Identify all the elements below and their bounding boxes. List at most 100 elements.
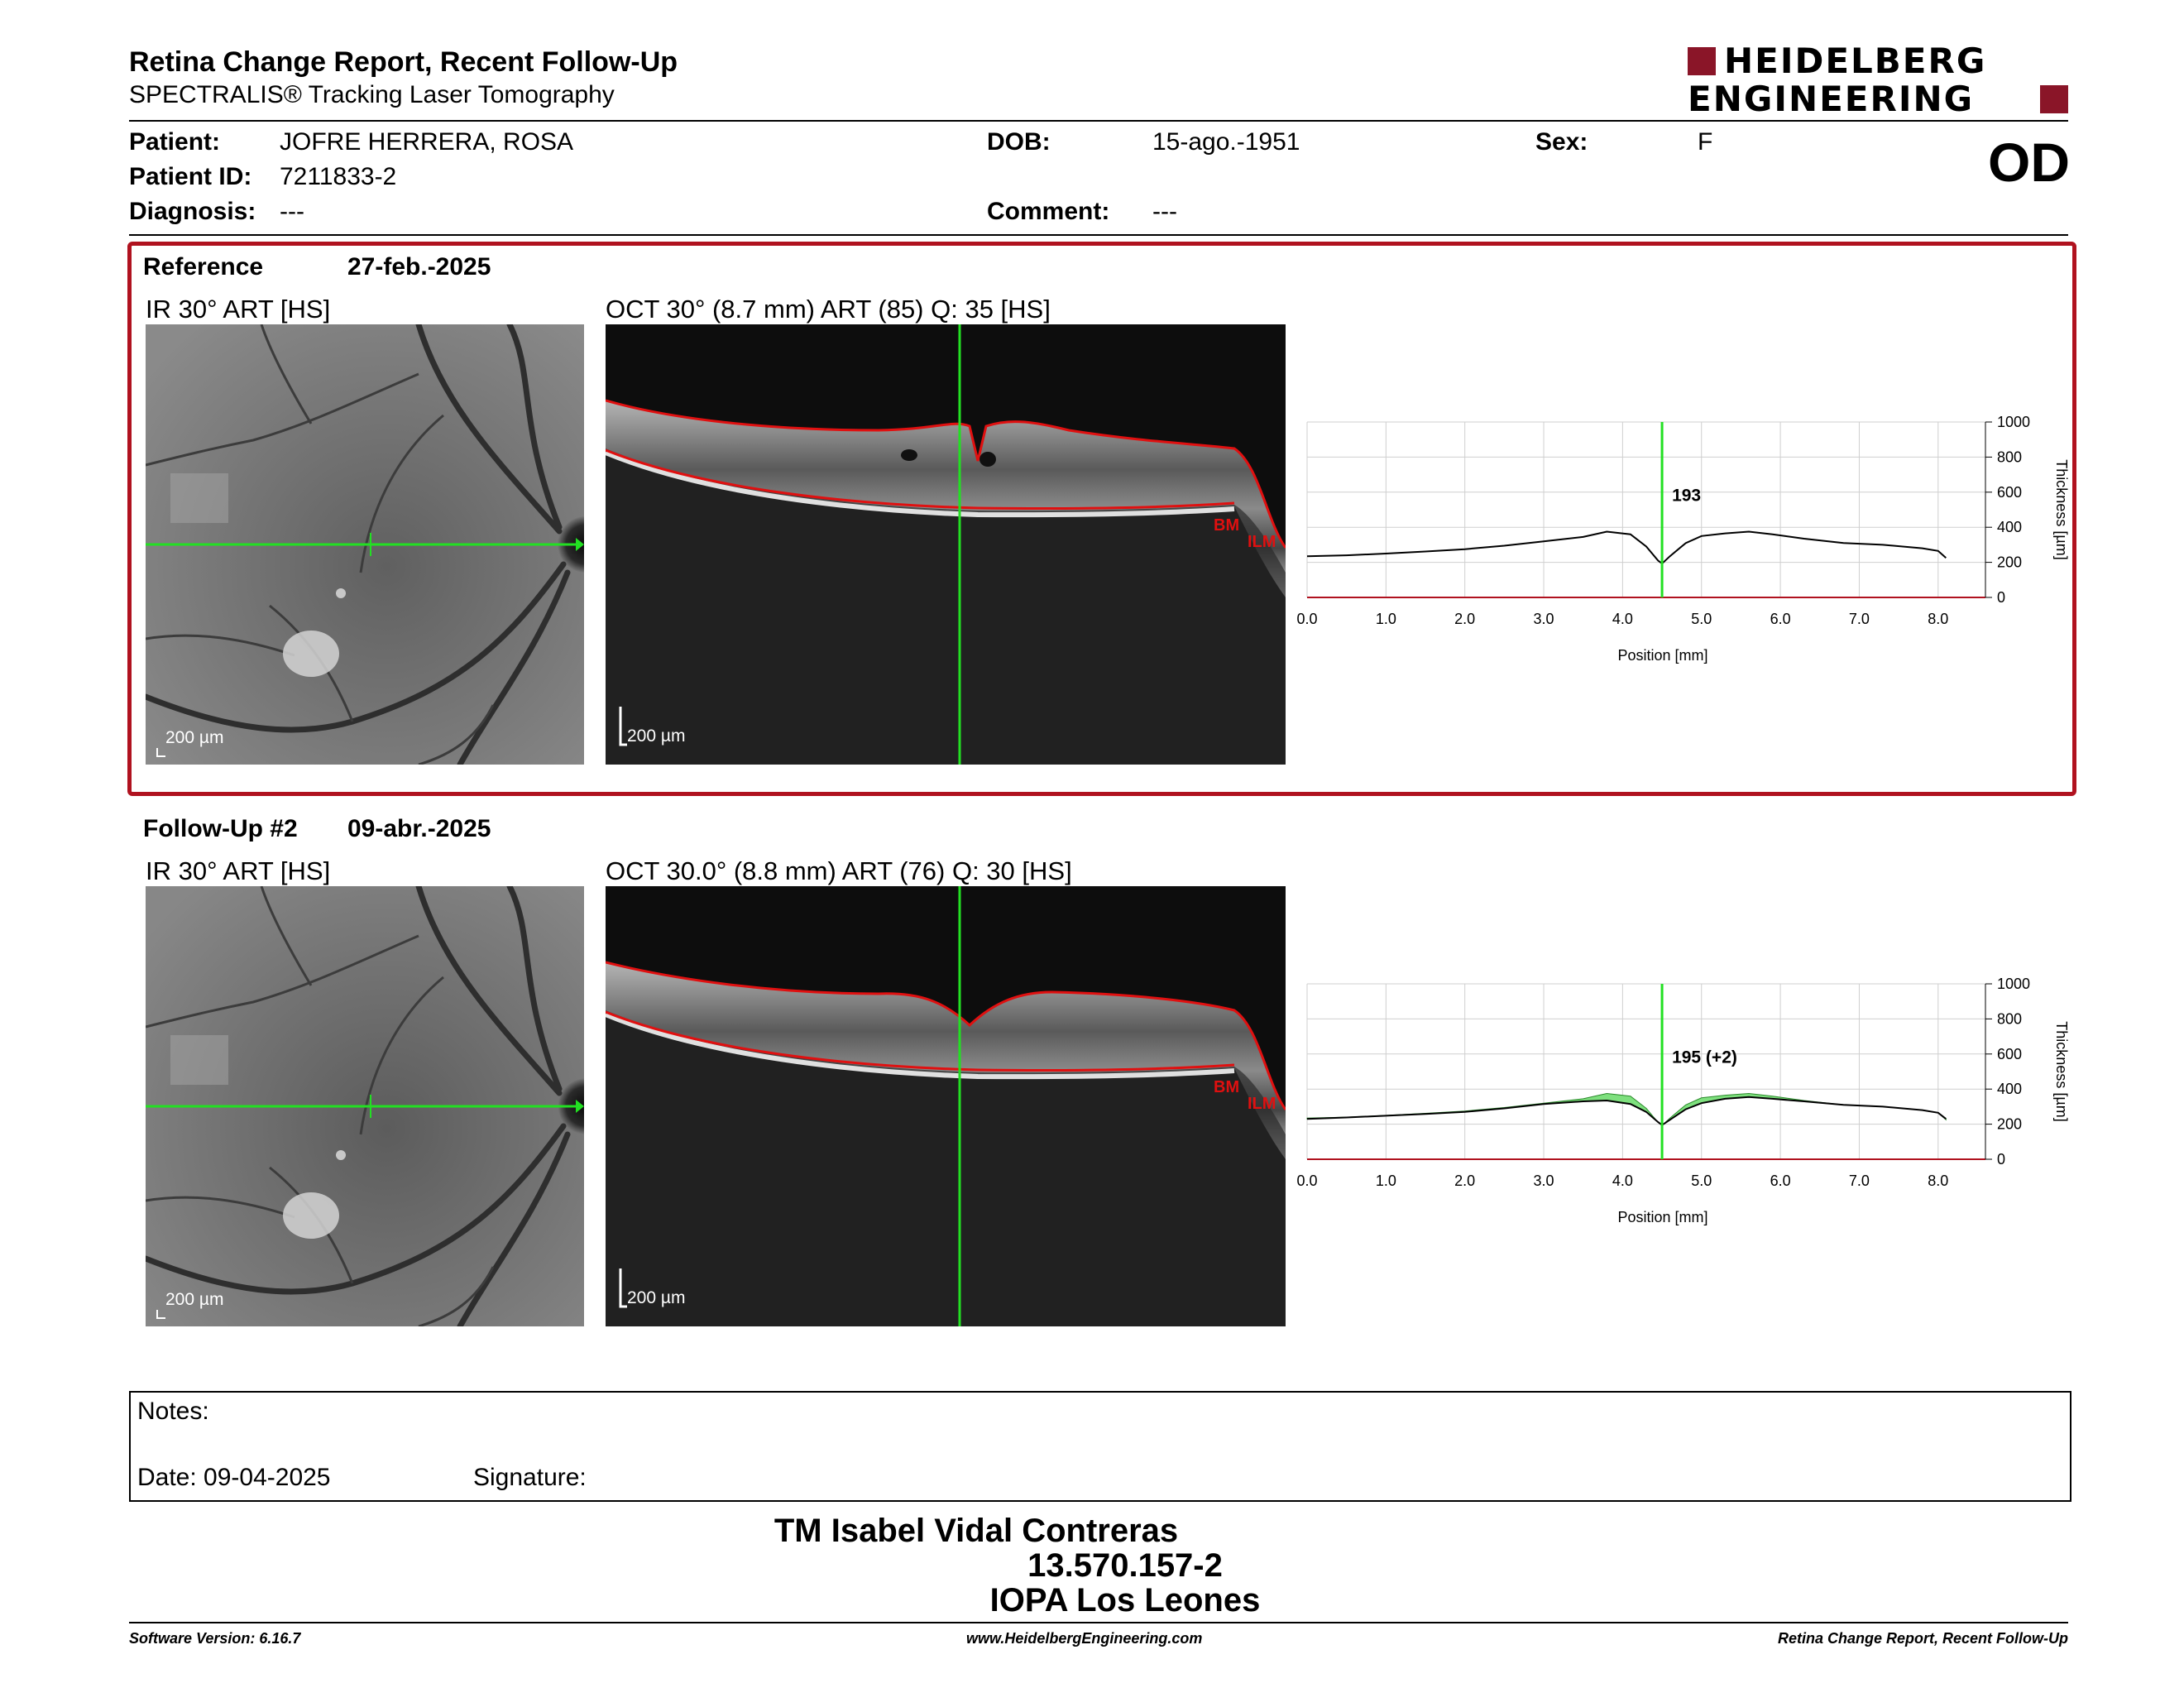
notes-label: Notes: [137, 1398, 209, 1425]
sex-value: F [1698, 128, 1713, 156]
header-divider [129, 120, 2068, 122]
y-tick-label: 1000 [1997, 414, 2030, 430]
reference-oct-title: OCT 30° (8.7 mm) ART (85) Q: 35 [HS] [606, 295, 1051, 324]
y-tick-label: 600 [1997, 1046, 2022, 1062]
followup-oct-scale: 200 µm [627, 1288, 686, 1307]
heidelberg-logo: HEIDELBERG ENGINEERING [1688, 43, 2068, 119]
x-tick-label: 4.0 [1612, 1172, 1633, 1189]
x-tick-label: 1.0 [1376, 1172, 1396, 1189]
x-tick-label: 8.0 [1928, 611, 1948, 627]
eye-label: OD [1988, 132, 2070, 193]
reference-bm-label: BM [1214, 516, 1240, 535]
reference-frame [127, 242, 2076, 796]
y-tick-label: 200 [1997, 1116, 2022, 1133]
logo-square-icon-2 [2040, 85, 2068, 113]
notes-box[interactable]: Notes: Date: 09-04-2025 Signature: [129, 1391, 2071, 1502]
signer-rut: 13.570.157-2 [1027, 1547, 1223, 1584]
followup-ilm-line [606, 961, 1286, 1110]
report-subtitle: SPECTRALIS® Tracking Laser Tomography [129, 81, 615, 108]
notes-date: Date: 09-04-2025 [137, 1464, 331, 1491]
x-tick-label: 7.0 [1849, 611, 1870, 627]
signature-label: Signature: [473, 1464, 587, 1491]
y-axis-label: Thickness [µm] [2053, 1021, 2070, 1121]
y-tick-label: 400 [1997, 1081, 2022, 1097]
reference-label: Reference [143, 253, 264, 281]
logo-line2: ENGINEERING [1688, 79, 1975, 119]
report-title: Retina Change Report, Recent Follow-Up [129, 46, 678, 78]
y-tick-label: 0 [1997, 1151, 2005, 1168]
x-tick-label: 4.0 [1612, 611, 1633, 627]
followup-thickness-chart: 0 200 400 600 800 1000 0.0 1.0 2.0 3.0 4.0 5.0 6.0 7.… [1291, 967, 2085, 1240]
footer-report-name: Retina Change Report, Recent Follow-Up [1777, 1630, 2068, 1647]
x-tick-label: 2.0 [1454, 1172, 1475, 1189]
followup-bm-label: BM [1214, 1078, 1240, 1096]
reference-ilm-line [606, 399, 1286, 549]
fundus-drawing [146, 886, 584, 1326]
patient-name: JOFRE HERRERA, ROSA [280, 128, 574, 156]
sex-label: Sex: [1535, 128, 1588, 156]
oct-bscan-drawing [606, 886, 1286, 1326]
thickness-series-line [1306, 530, 1947, 565]
reference-oct-image[interactable]: BM ILM 200 µm [606, 324, 1286, 765]
reference-ir-image[interactable]: 200 µm [146, 324, 584, 765]
x-tick-label: 7.0 [1849, 1172, 1870, 1189]
followup-ir-scale: 200 µm [165, 1290, 224, 1309]
x-axis-label: Position [mm] [1617, 647, 1707, 664]
oct-bscan-drawing [606, 324, 1286, 765]
patient-id: 7211833-2 [280, 163, 397, 190]
patient-label: Patient: [129, 128, 221, 156]
x-tick-label: 6.0 [1770, 1172, 1791, 1189]
comment-value: --- [1152, 198, 1177, 225]
x-tick-label: 5.0 [1691, 611, 1712, 627]
patient-divider [129, 234, 2068, 236]
followup-ilm-label: ILM [1248, 1095, 1276, 1113]
y-tick-label: 1000 [1997, 976, 2030, 992]
y-axis-label: Thickness [µm] [2053, 459, 2070, 559]
followup-date: 09-abr.-2025 [347, 815, 491, 842]
marker-label: 193 [1672, 486, 1701, 505]
x-tick-label: 8.0 [1928, 1172, 1948, 1189]
reference-ir-title: IR 30° ART [HS] [146, 295, 331, 324]
reference-thickness-chart: 0 200 400 600 800 1000 0.0 1.0 2.0 3.0 4.0 5.0 6.0 7.… [1291, 405, 2085, 679]
marker-label: 195 (+2) [1672, 1048, 1737, 1067]
reference-ir-scale: 200 µm [165, 728, 224, 747]
x-tick-label: 5.0 [1691, 1172, 1712, 1189]
x-tick-label: 1.0 [1376, 611, 1396, 627]
patient-id-label: Patient ID: [129, 163, 252, 190]
x-tick-label: 3.0 [1534, 611, 1554, 627]
signer-institution: IOPA Los Leones [989, 1582, 1261, 1618]
signer-name: TM Isabel Vidal Contreras [774, 1513, 1179, 1549]
diagnosis-value: --- [280, 198, 304, 225]
dob-label: DOB: [987, 128, 1051, 156]
followup-label: Follow-Up #2 [143, 815, 298, 842]
fundus-drawing [146, 324, 584, 765]
followup-ir-image[interactable]: 200 µm [146, 886, 584, 1326]
y-tick-label: 800 [1997, 448, 2022, 465]
followup-oct-title: OCT 30.0° (8.8 mm) ART (76) Q: 30 [HS] [606, 856, 1072, 885]
reference-date: 27-feb.-2025 [347, 253, 491, 281]
y-tick-label: 0 [1997, 589, 2005, 606]
footer-software-version: Software Version: 6.16.7 [129, 1630, 301, 1647]
x-axis-label: Position [mm] [1617, 1209, 1707, 1225]
comment-label: Comment: [987, 198, 1110, 225]
x-tick-label: 0.0 [1296, 611, 1317, 627]
x-tick-label: 0.0 [1296, 1172, 1317, 1189]
y-tick-label: 600 [1997, 484, 2022, 501]
footer-divider [129, 1622, 2068, 1623]
y-tick-label: 200 [1997, 554, 2022, 571]
x-tick-label: 3.0 [1534, 1172, 1554, 1189]
dob-value: 15-ago.-1951 [1152, 128, 1300, 156]
footer-website[interactable]: www.HeidelbergEngineering.com [966, 1630, 1203, 1647]
logo-line1: HEIDELBERG [1724, 41, 1987, 81]
x-tick-label: 2.0 [1454, 611, 1475, 627]
arrow-right-icon [576, 538, 584, 551]
y-tick-label: 400 [1997, 519, 2022, 535]
reference-ilm-label: ILM [1248, 533, 1276, 551]
y-tick-label: 800 [1997, 1010, 2022, 1027]
followup-oct-image[interactable]: BM ILM 200 µm [606, 886, 1286, 1326]
thickness-change-area [1306, 1092, 1947, 1126]
diagnosis-label: Diagnosis: [129, 198, 256, 225]
x-tick-label: 6.0 [1770, 611, 1791, 627]
followup-ir-title: IR 30° ART [HS] [146, 856, 331, 885]
reference-oct-scale: 200 µm [627, 727, 686, 746]
